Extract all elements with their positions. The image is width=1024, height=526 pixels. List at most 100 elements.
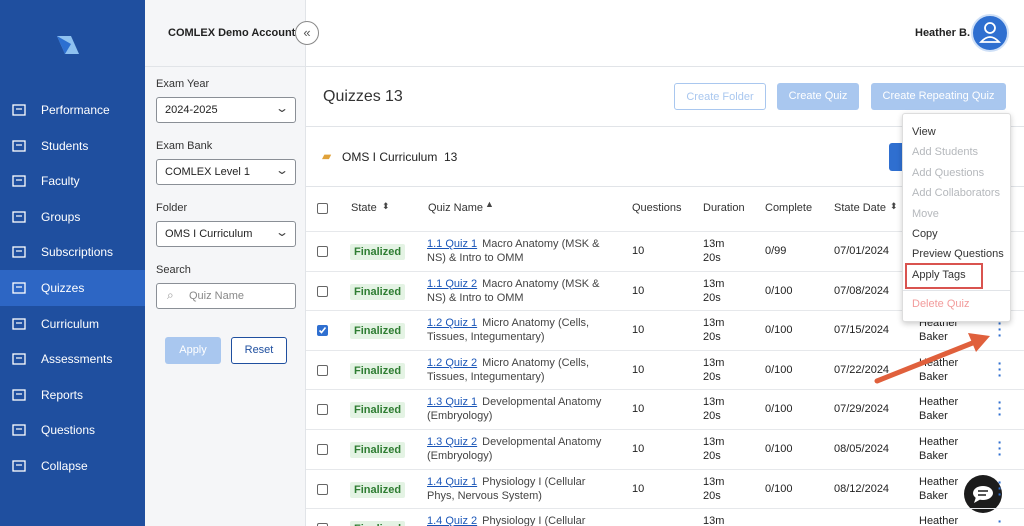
dropdown-caret: ⌄ [274, 101, 290, 115]
nav-item[interactable]: Questions [0, 412, 145, 448]
row-divider [306, 349, 1024, 351]
row-menu-button[interactable]: ··· [997, 473, 1003, 502]
row-checkbox[interactable] [317, 246, 328, 257]
quiz-name-cell: 1.1 Quiz 1 Macro Anatomy (MSK & NS) & Int… [427, 237, 612, 265]
nav-label: Faculty [41, 174, 80, 189]
menu-separator [903, 290, 1010, 291]
quiz-link[interactable]: 1.3 Quiz 1 [427, 396, 478, 409]
nav-label: Collapse [41, 459, 88, 473]
filter-value: 2024-2025 [165, 104, 218, 116]
menu-item[interactable]: Apply Tags [912, 268, 966, 281]
nav-item[interactable]: Faculty [0, 163, 145, 199]
row-checkbox[interactable] [317, 285, 328, 297]
sort-icon: ⬍ [890, 201, 898, 211]
row-menu-button[interactable]: ··· [997, 315, 1003, 344]
column-header[interactable]: Duration [703, 202, 745, 214]
column-header[interactable]: Questions [632, 202, 682, 214]
collapse-button[interactable]: « [295, 21, 319, 45]
page-button[interactable]: Create Folder [674, 83, 766, 110]
date-cell: 07/01/2024 [834, 245, 890, 257]
quiz-name-cell: 1.1 Quiz 2 Macro Anatomy (MSK & NS) & Int… [427, 277, 612, 305]
complete-cell: 0/99 [765, 245, 787, 257]
folder-name: OMS I Curriculum [342, 150, 438, 164]
chat-button[interactable] [964, 475, 1002, 513]
menu-item: Add Questions [912, 166, 985, 179]
row-checkbox[interactable] [317, 364, 328, 376]
menu-item[interactable]: Delete Quiz [912, 298, 970, 310]
date-cell: 08/05/2024 [834, 443, 890, 455]
menu-item[interactable]: Preview Questions [912, 248, 1004, 261]
quiz-description: Micro Anatomy (Cells, Tissues, Integumen… [427, 356, 590, 383]
menu-item[interactable]: View [912, 126, 936, 138]
nav-item[interactable]: Performance [0, 92, 145, 128]
chat-icon [973, 486, 993, 503]
menu-item: Move [912, 207, 939, 220]
row-menu-button[interactable]: ··· [997, 394, 1003, 423]
state-badge: Finalized [350, 244, 406, 260]
quiz-link[interactable]: 1.1 Quiz 2 [427, 277, 478, 290]
nav-item[interactable]: Subscriptions [0, 234, 145, 270]
complete-cell: 0/100 [765, 284, 793, 297]
user-name: Heather B. [915, 27, 971, 39]
menu-item[interactable]: Copy [912, 228, 938, 240]
row-checkbox[interactable] [317, 444, 328, 455]
questions-cell: 10 [632, 403, 645, 416]
apply-button[interactable]: Apply [165, 337, 221, 364]
nav-item[interactable]: Reports [0, 377, 145, 413]
quiz-link[interactable]: 1.4 Quiz 2 [427, 515, 478, 526]
nav-item[interactable]: Students [0, 128, 145, 164]
complete-cell: 0/100 [765, 324, 793, 337]
header-checkbox[interactable] [317, 203, 328, 214]
nav-icon [12, 389, 26, 401]
page-button[interactable]: Create Repeating Quiz [871, 83, 1006, 110]
filter-input[interactable]: COMLEX Level 1 ⌄ [156, 159, 296, 185]
duration-cell: 13m 20s [703, 396, 725, 423]
questions-cell: 10 [632, 324, 645, 337]
row-checkbox[interactable] [317, 483, 328, 495]
nav-label: Subscriptions [41, 245, 114, 260]
row-checkbox[interactable] [317, 325, 328, 337]
column-header[interactable]: Complete [765, 202, 813, 214]
filter-value: COMLEX Level 1 [165, 166, 250, 178]
quiz-link[interactable]: 1.1 Quiz 1 [427, 238, 478, 250]
filter-input[interactable]: 2024-2025 ⌄ [156, 97, 296, 123]
quiz-link[interactable]: 1.4 Quiz 1 [427, 475, 478, 488]
sort-icon: ▲ [485, 199, 494, 209]
nav-item[interactable]: Assessments [0, 341, 145, 377]
page-title: Quizzes [323, 88, 381, 105]
quiz-link[interactable]: 1.3 Quiz 2 [427, 436, 478, 448]
avatar[interactable] [971, 14, 1009, 52]
nav-label: Questions [41, 423, 96, 438]
nav-icon [12, 317, 26, 330]
row-menu-button[interactable]: ··· [997, 434, 1003, 462]
row-menu-button[interactable]: ··· [997, 354, 1003, 383]
nav-icon [12, 460, 26, 472]
filter-input[interactable]: OMS I Curriculum ⌄ [156, 221, 296, 247]
date-cell: 07/15/2024 [834, 324, 890, 337]
nav-item[interactable]: Collapse [0, 448, 145, 484]
date-cell: 08/12/2024 [834, 482, 890, 495]
nav-item[interactable]: Groups [0, 199, 145, 235]
quiz-link[interactable]: 1.2 Quiz 2 [427, 356, 478, 369]
column-header[interactable]: State [351, 202, 377, 214]
column-header[interactable]: Quiz Name [428, 202, 484, 214]
page-button[interactable]: Create Quiz [777, 83, 859, 110]
row-checkbox[interactable] [317, 404, 328, 416]
quiz-link[interactable]: 1.2 Quiz 1 [427, 317, 478, 330]
menu-item: Add Collaborators [912, 187, 1001, 200]
filter-label: Exam Bank [156, 140, 213, 152]
filter-label: Search [156, 264, 191, 276]
duration-cell: 13m 20s [703, 317, 725, 344]
date-cell: 07/22/2024 [834, 363, 890, 376]
row-menu-button[interactable]: ··· [997, 513, 1003, 526]
row-checkbox[interactable] [317, 523, 328, 526]
folder-icon: ▰ [322, 149, 332, 163]
filter-input[interactable]: ⌕ Quiz Name [156, 283, 296, 309]
highlight-box [905, 262, 983, 289]
nav-item[interactable]: Curriculum [0, 306, 145, 342]
column-header[interactable]: State Date [834, 202, 886, 214]
reset-button[interactable]: Reset [231, 337, 287, 364]
nav-item[interactable]: Quizzes [0, 270, 145, 306]
quiz-description: Developmental Anatomy (Embryology) [427, 436, 602, 462]
page-count: 13 [385, 88, 403, 105]
